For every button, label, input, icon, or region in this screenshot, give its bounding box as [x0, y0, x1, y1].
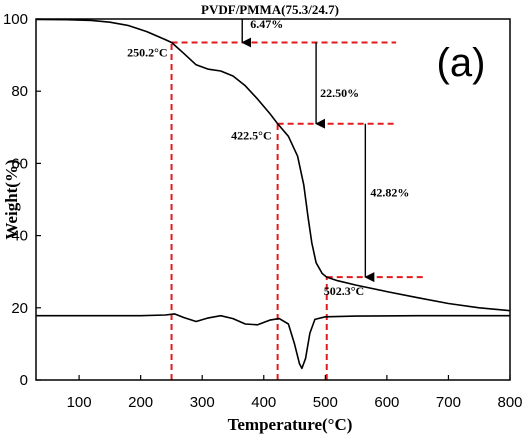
- arrows: [241, 19, 375, 283]
- x-tick-label-400: 400: [251, 394, 276, 411]
- onset-temp-label-2: 422.5°C: [231, 129, 271, 143]
- y-tick-label-0: 0: [20, 372, 28, 389]
- y-tick-label-20: 20: [11, 300, 28, 317]
- derivative-dtg-line: [36, 313, 510, 370]
- ticks: 100 200 300 400 500 600 700 800 0 20 40 60 80 100: [3, 11, 523, 411]
- x-tick-label-600: 600: [374, 394, 399, 411]
- onset-temp-label-3: 502.3°C: [324, 284, 364, 298]
- weight-tga-line: [35, 18, 511, 312]
- y-tick-label-80: 80: [11, 83, 28, 100]
- chart-title: PVDF/PMMA(75.3/24.7): [201, 2, 339, 17]
- x-tick-label-300: 300: [190, 394, 215, 411]
- reference-lines: [170, 41, 424, 380]
- weight-loss-label-3: 42.82%: [370, 185, 409, 199]
- plot-frame: [35, 18, 511, 381]
- weight-loss-label-2: 22.50%: [320, 86, 359, 100]
- x-tick-label-700: 700: [436, 394, 461, 411]
- y-tick-label-60: 60: [11, 155, 28, 172]
- x-tick-label-500: 500: [313, 394, 338, 411]
- onset-temp-label-1: 250.2°C: [127, 45, 167, 59]
- y-tick-label-100: 100: [3, 11, 28, 28]
- x-tick-label-800: 800: [497, 394, 522, 411]
- curves: [35, 18, 511, 370]
- x-tick-label-200: 200: [128, 394, 153, 411]
- weight-loss-label-1: 6.47%: [250, 17, 283, 31]
- y-tick-label-40: 40: [11, 228, 28, 245]
- x-tick-label-100: 100: [67, 394, 92, 411]
- x-axis-title: Temperature(°C): [228, 415, 353, 434]
- y-axis-title: Weight(%): [2, 159, 21, 239]
- panel-label: (a): [437, 41, 486, 85]
